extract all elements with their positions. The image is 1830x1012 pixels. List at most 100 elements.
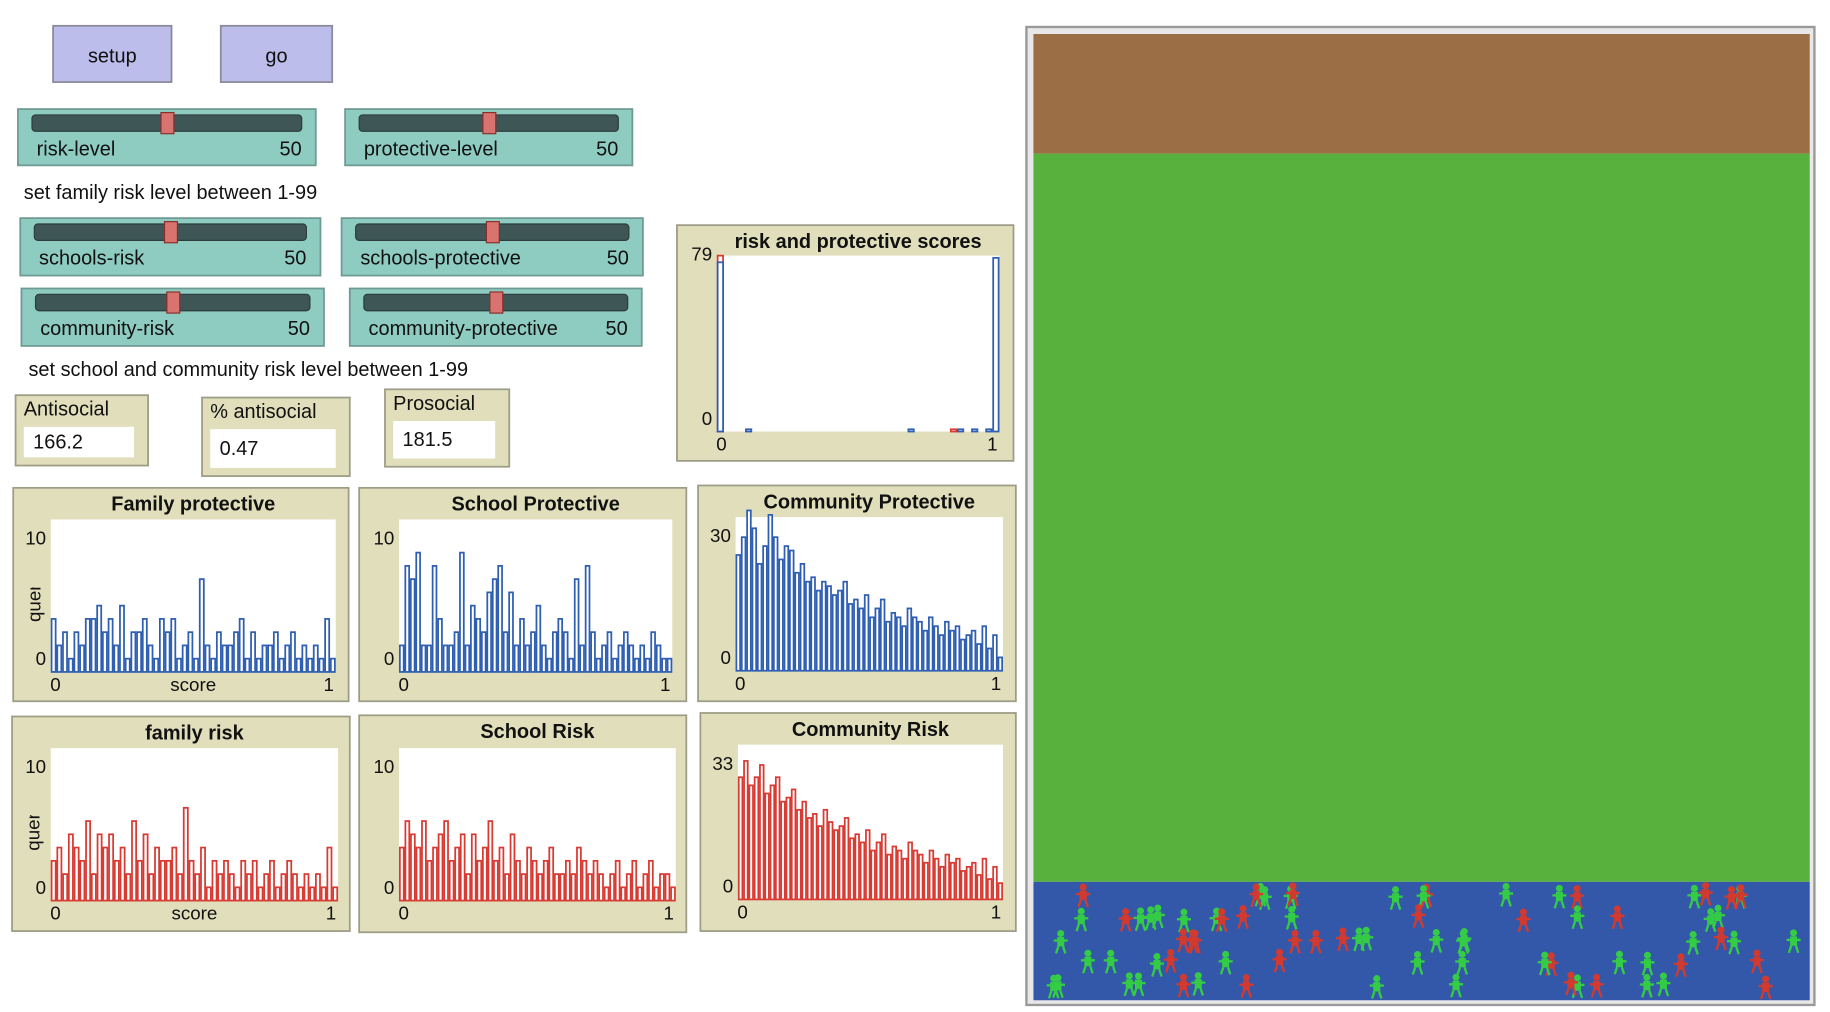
button-label[interactable]: go [265,46,287,68]
slider-label: community-protective [369,318,558,340]
agent [1733,884,1748,909]
histogram-bar [198,578,205,673]
agent-head [1737,884,1745,892]
agent [1163,949,1178,973]
histogram-bar [263,873,270,902]
slider[interactable]: community-protective 50 [348,287,643,347]
slider[interactable]: schools-protective 50 [340,217,644,277]
histogram-bar [568,657,574,673]
button-face[interactable] [52,24,173,83]
agent-leg [1370,991,1376,999]
agent-leg [1257,899,1262,908]
agent-head [1077,907,1085,915]
y-tick-label: 0 [723,876,733,897]
y-tick-label: 79 [691,244,712,265]
button-label[interactable]: setup [88,46,137,68]
histogram-bar [592,859,599,902]
plot: Family protective 0 10 0 1 score frequency [12,486,350,703]
agent-head [1573,905,1581,913]
histogram-bar [790,788,797,901]
agent-leg [1075,923,1081,932]
histogram-bar [487,820,494,902]
histogram-bar [421,820,427,902]
y-tick-label: 0 [702,408,712,429]
slider[interactable]: schools-risk 50 [19,217,322,277]
histogram-bar [570,873,577,902]
histogram-bar [194,873,201,902]
histogram-bar [670,886,676,902]
agent-leg [1734,900,1740,909]
histogram-bar [520,873,527,902]
x-tick-label: 0 [399,674,409,695]
histogram-bar [614,859,621,902]
agent-leg [1456,966,1462,975]
histogram-bar [831,594,838,672]
agent-leg [1766,991,1772,1000]
x-axis-label: score [170,674,216,695]
histogram-bar [911,616,918,672]
agent-head [1137,907,1145,915]
slider-knob[interactable] [489,291,504,314]
agent [1239,974,1254,999]
agent [1698,882,1713,906]
histogram-bar [912,849,919,901]
agent-leg [1641,967,1647,976]
histogram-bar [67,833,74,902]
histogram-bar [497,565,503,673]
histogram-bar [923,861,929,901]
slider[interactable]: risk-level 50 [17,108,317,167]
histogram-bar [762,545,768,672]
histogram-bar [210,657,217,673]
button[interactable]: go [219,24,334,83]
histogram-bar [584,565,591,673]
histogram-bar [880,833,887,901]
histogram-bar [801,800,807,901]
histogram-bar [211,859,218,902]
slider-label: community-risk [40,318,174,340]
histogram-bar [113,644,120,673]
agent-leg [1411,967,1417,975]
agent [1359,926,1374,951]
slider-knob[interactable] [160,111,175,135]
slider-value: 50 [596,138,618,160]
button-face[interactable] [219,24,334,83]
histogram-bar [976,874,982,901]
agent-leg [1104,965,1110,974]
slider-knob[interactable] [163,221,178,244]
agent-leg [1457,946,1462,954]
histogram-bar [409,578,416,673]
histogram-bar [448,644,454,673]
histogram-bar [431,565,438,673]
slider-knob[interactable] [485,221,500,244]
slider-value: 50 [607,247,629,269]
histogram-bar [251,859,258,902]
agent-head [1180,908,1188,916]
agent-leg [1089,965,1094,974]
histogram-bar [227,644,234,673]
histogram-bar [541,644,547,673]
slider[interactable]: protective-level 50 [344,108,634,167]
histogram-bar [90,618,97,673]
slider-knob[interactable] [166,291,181,314]
histogram-bar [240,859,247,902]
histogram-bar [985,428,993,433]
agent-leg [1291,901,1297,910]
agent-leg [1077,899,1082,908]
histogram-bar [437,618,443,673]
histogram-bar [125,873,132,902]
histogram-bar [453,631,460,673]
button[interactable]: setup [52,24,173,83]
plot-title: Community Protective [764,491,975,513]
slider-label: protective-level [364,138,498,160]
slider[interactable]: community-risk 50 [20,287,325,347]
agent-head [1459,930,1467,938]
agent [1686,931,1701,955]
agent-head [1373,975,1381,983]
histogram-bar [837,589,843,672]
agent-leg [1620,966,1626,975]
agent-head [1167,949,1175,957]
monitor-value: 166.2 [33,432,83,454]
slider-knob[interactable] [482,111,497,135]
histogram-bar [73,846,80,902]
